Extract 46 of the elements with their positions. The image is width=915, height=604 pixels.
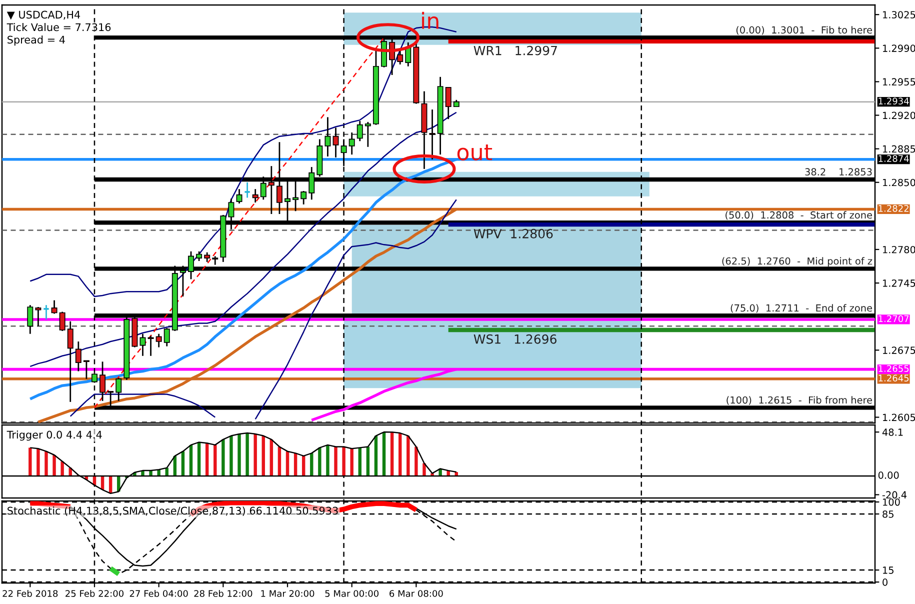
y-tick-label: 1.2745 xyxy=(883,280,915,287)
y-tick-label: 0 xyxy=(882,578,888,586)
series-label: (75.0) 1.2711 - End of zone xyxy=(730,304,872,313)
legend-label: (62.5) 1.2760 - Mid point of z xyxy=(722,257,872,267)
ref-line-label: 0.00 xyxy=(878,472,899,479)
y-tick-label: 1.3025 xyxy=(883,11,915,18)
text: Trigger 0.0 4.4 4.4 xyxy=(6,430,102,441)
y-tick-label: 1.2850 xyxy=(883,178,915,186)
y-tick-label: 1.2955 xyxy=(883,78,915,86)
x-tick-label: 27 Feb 04:00 xyxy=(130,590,188,597)
annotation: Spread = 4 xyxy=(8,36,65,46)
y-tick-label: 85 xyxy=(882,510,894,518)
ref-line-label: 1.2934 xyxy=(878,98,909,104)
y-tick-label: 1.2605 xyxy=(883,414,915,422)
annotation: in xyxy=(422,12,438,29)
ref-line-label: 1.2822 xyxy=(878,204,908,212)
ref-line-label: 1.2645 xyxy=(878,374,909,382)
ref-line-label: 1.2707 xyxy=(878,315,909,322)
annotation: out xyxy=(457,144,492,160)
y-tick-label: 100 xyxy=(883,498,900,506)
chart-title: Stochastic (H4,13,8,5,SMA,Close/Close,87,13) 66.1140 50.5933 xyxy=(8,506,338,516)
annotation: Tick Value = 7.7316 xyxy=(6,23,111,32)
x-tick-label: 28 Feb 12:00 xyxy=(194,590,252,597)
y-tick-label: -20.4 xyxy=(882,491,907,499)
x-tick-label: 25 Feb 22:00 xyxy=(66,590,124,597)
x-tick-label: 5 Mar 00:00 xyxy=(325,590,379,597)
series-label: WR1 1.2997 xyxy=(474,46,557,56)
series-label: WPV 1.2806 xyxy=(474,228,553,238)
x-tick-label: 6 Mar 08:00 xyxy=(390,590,443,597)
x-tick-label: 22 Feb 2018 xyxy=(2,590,58,597)
series-label: (50.0) 1.2808 - Start of zone xyxy=(726,211,872,220)
x-tick-label: 1 Mar 20:00 xyxy=(261,590,314,597)
series-label: (100) 1.2615 - Fib from here xyxy=(726,396,872,405)
series-label: 38.2 1.2853 xyxy=(805,168,872,176)
ref-line-label: 1.2874 xyxy=(878,155,909,162)
y-tick-label: 1.2780 xyxy=(883,246,915,254)
y-tick-label: 48.1 xyxy=(882,428,903,436)
chart-title: ▼ USDCAD,H4 xyxy=(6,10,80,20)
y-tick-label: 1.2990 xyxy=(883,44,915,52)
series-label: WS1 1.2696 xyxy=(474,334,556,344)
y-tick-label: 15 xyxy=(883,566,894,574)
y-tick-label: 1.2920 xyxy=(883,112,915,120)
legend-label: (0.00) 1.3001 - Fib to here xyxy=(736,26,872,35)
y-tick-label: 1.2675 xyxy=(883,346,915,354)
ref-line-label: 1.2655 xyxy=(878,365,909,372)
y-tick-label: 1.2885 xyxy=(883,145,915,153)
